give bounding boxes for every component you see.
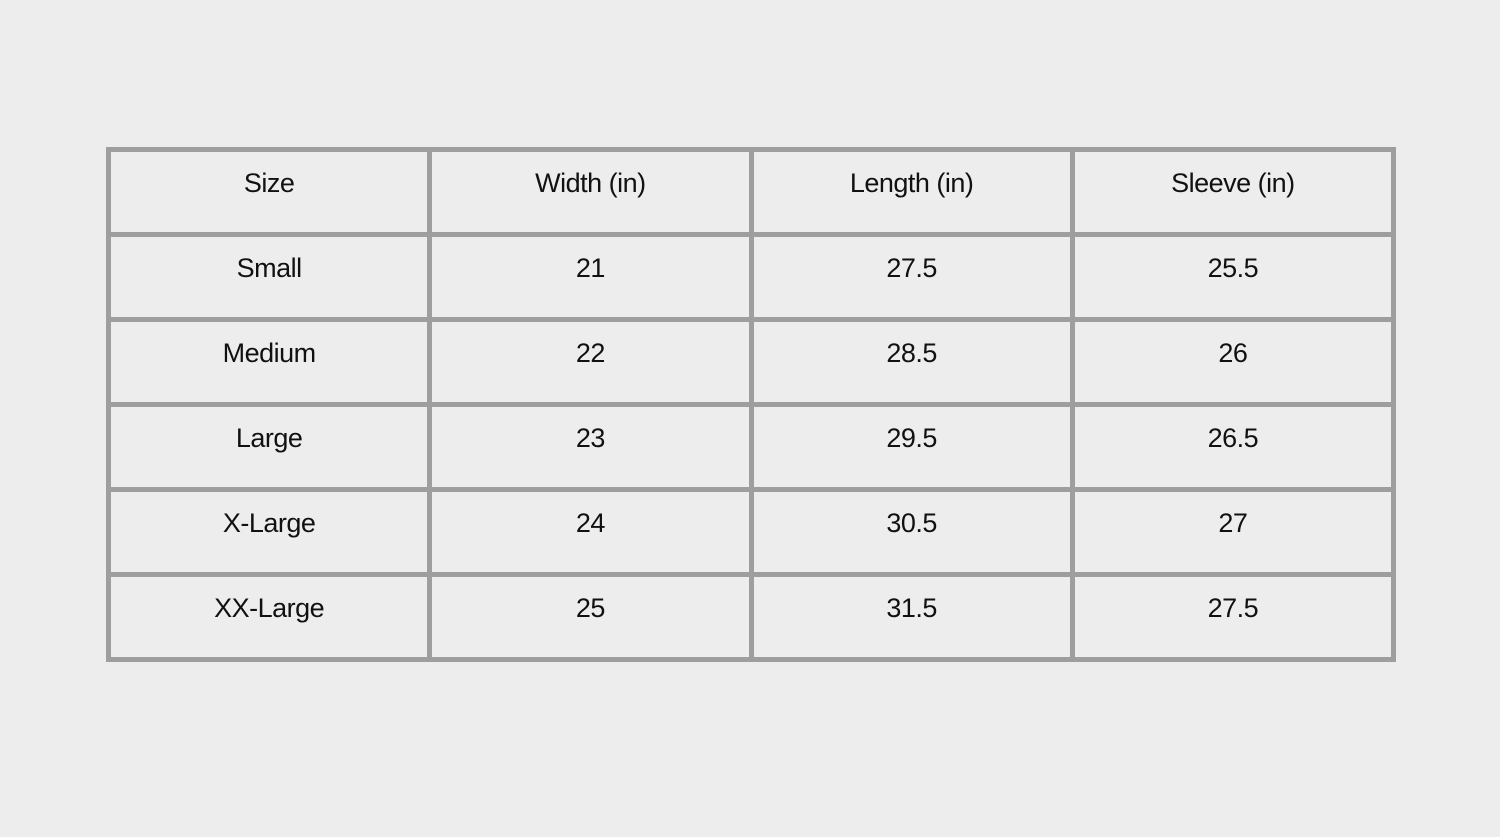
table-cell: 27 (1069, 487, 1397, 577)
size-table: Size Width (in) Length (in) Sleeve (in) Sma… (105, 147, 1397, 662)
table-cell: 26 (1069, 317, 1397, 407)
header-cell: Length (in) (748, 147, 1075, 237)
table-row: XX-Large 25 31.5 27.5 (105, 572, 1397, 662)
table-row: Large 23 29.5 26.5 (105, 402, 1397, 492)
table-header: Size Width (in) Length (in) Sleeve (in) (105, 147, 1397, 237)
table-cell: 27.5 (1069, 572, 1397, 662)
table-cell: 21 (427, 232, 754, 322)
table-cell: 30.5 (748, 487, 1075, 577)
table-cell: XX-Large (105, 572, 433, 662)
table-cell: Medium (105, 317, 433, 407)
header-row: Size Width (in) Length (in) Sleeve (in) (105, 147, 1397, 237)
header-cell: Sleeve (in) (1069, 147, 1397, 237)
table-cell: 25 (427, 572, 754, 662)
table-row: Medium 22 28.5 26 (105, 317, 1397, 407)
table-cell: 31.5 (748, 572, 1075, 662)
table-cell: 23 (427, 402, 754, 492)
table-cell: X-Large (105, 487, 433, 577)
table-cell: 24 (427, 487, 754, 577)
table-cell: 27.5 (748, 232, 1075, 322)
table-row: X-Large 24 30.5 27 (105, 487, 1397, 577)
table-row: Small 21 27.5 25.5 (105, 232, 1397, 322)
table-cell: 26.5 (1069, 402, 1397, 492)
table-cell: 22 (427, 317, 754, 407)
table-cell: Large (105, 402, 433, 492)
table-cell: 25.5 (1069, 232, 1397, 322)
table-cell: Small (105, 232, 433, 322)
header-cell: Size (105, 147, 433, 237)
table-cell: 28.5 (748, 317, 1075, 407)
header-cell: Width (in) (427, 147, 754, 237)
table-cell: 29.5 (748, 402, 1075, 492)
table-body: Small 21 27.5 25.5 Medium 22 28.5 26 Large 23 29.5… (105, 232, 1397, 662)
